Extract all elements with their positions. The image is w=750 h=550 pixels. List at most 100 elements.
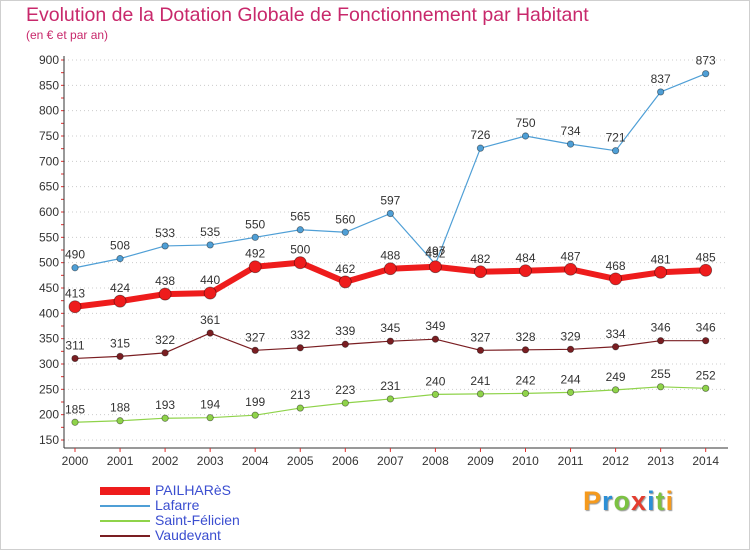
data-point-pailhares [248, 260, 262, 274]
data-label-lafarre: 565 [290, 210, 310, 224]
data-label-pailhares: 462 [335, 262, 355, 276]
data-label-saint-felicien: 255 [651, 367, 671, 381]
x-tick-label: 2003 [197, 454, 224, 468]
proxiti-logo: Proxiti [583, 486, 674, 517]
logo-letter: i [665, 486, 675, 516]
data-point-pailhares [564, 262, 577, 276]
data-label-pailhares: 424 [110, 281, 130, 295]
data-point-saint-felicien [657, 383, 665, 391]
data-label-saint-felicien: 242 [515, 373, 535, 387]
data-label-lafarre: 873 [696, 54, 716, 68]
data-point-saint-felicien [296, 404, 304, 412]
data-point-vaudevant [702, 337, 710, 345]
data-point-vaudevant [386, 337, 394, 345]
legend-label: PAILHARèS [155, 482, 231, 498]
x-tick-label: 2004 [242, 454, 269, 468]
data-point-lafarre [657, 88, 665, 96]
data-label-pailhares: 485 [696, 250, 716, 264]
data-label-vaudevant: 311 [65, 338, 84, 352]
data-label-vaudevant: 322 [155, 333, 175, 347]
x-tick-label: 2014 [692, 454, 719, 468]
data-point-pailhares [113, 294, 127, 308]
x-tick-label: 2008 [422, 454, 449, 468]
data-label-vaudevant: 334 [606, 327, 626, 341]
data-label-vaudevant: 332 [290, 328, 310, 342]
x-tick-label: 2007 [377, 454, 404, 468]
data-point-pailhares [338, 275, 352, 289]
y-tick-label: 800 [39, 104, 59, 118]
logo-letter: t [655, 486, 666, 516]
y-tick-label: 650 [39, 180, 59, 194]
legend-swatch [100, 535, 150, 537]
chart-title: Evolution de la Dotation Globale de Fonc… [26, 4, 589, 26]
data-label-saint-felicien: 223 [335, 383, 355, 397]
x-tick-label: 2001 [107, 454, 134, 468]
data-point-pailhares [609, 272, 622, 286]
logo-letter: i [647, 486, 656, 516]
data-label-vaudevant: 328 [515, 330, 535, 344]
data-point-pailhares [428, 260, 442, 274]
legend-label: Vaudevant [155, 527, 221, 543]
x-tick-label: 2005 [287, 454, 314, 468]
data-label-pailhares: 488 [380, 249, 400, 263]
data-label-vaudevant: 327 [245, 330, 265, 344]
data-point-saint-felicien [476, 390, 485, 398]
data-label-lafarre: 597 [380, 194, 400, 208]
y-tick-label: 500 [39, 256, 59, 270]
data-point-saint-felicien [702, 384, 710, 392]
y-tick-label: 350 [39, 332, 59, 346]
data-label-lafarre: 533 [155, 226, 175, 240]
y-tick-label: 900 [39, 53, 59, 67]
data-label-saint-felicien: 244 [561, 372, 581, 386]
data-point-pailhares [203, 286, 217, 300]
data-label-lafarre: 726 [470, 128, 490, 142]
data-point-lafarre [386, 209, 394, 218]
x-tick-label: 2009 [467, 454, 494, 468]
data-point-pailhares [158, 287, 172, 301]
data-label-saint-felicien: 193 [155, 398, 175, 412]
data-point-vaudevant [251, 346, 259, 354]
data-point-lafarre [702, 70, 710, 78]
data-point-pailhares [68, 300, 82, 314]
data-label-saint-felicien: 213 [290, 388, 310, 402]
data-point-pailhares [699, 263, 713, 277]
data-point-saint-felicien [206, 414, 214, 422]
data-label-vaudevant: 327 [470, 330, 490, 344]
data-label-pailhares: 481 [651, 252, 671, 266]
y-tick-label: 700 [39, 154, 59, 168]
data-point-lafarre [251, 233, 259, 241]
y-tick-label: 850 [39, 78, 59, 92]
data-label-saint-felicien: 241 [470, 374, 490, 388]
data-label-vaudevant: 361 [200, 313, 220, 327]
data-label-vaudevant: 329 [561, 329, 581, 343]
data-label-lafarre: 550 [245, 217, 265, 231]
x-tick-label: 2000 [62, 454, 89, 468]
data-point-vaudevant [341, 340, 349, 348]
data-point-pailhares [293, 256, 307, 270]
data-label-lafarre: 837 [651, 72, 671, 86]
x-tick-label: 2013 [647, 454, 674, 468]
data-label-saint-felicien: 185 [65, 402, 85, 416]
data-point-lafarre [71, 264, 79, 272]
data-label-vaudevant: 346 [651, 321, 671, 335]
y-tick-label: 200 [39, 408, 59, 422]
data-point-lafarre [116, 255, 124, 263]
data-label-lafarre: 508 [110, 239, 130, 253]
legend-swatch [100, 505, 150, 507]
y-tick-label: 250 [39, 382, 59, 396]
data-point-vaudevant [611, 343, 620, 351]
data-point-lafarre [566, 140, 575, 148]
data-point-saint-felicien [341, 399, 349, 407]
data-point-saint-felicien [71, 418, 79, 426]
data-label-pailhares: 492 [245, 247, 265, 261]
data-label-saint-felicien: 199 [245, 395, 265, 409]
y-tick-label: 300 [39, 357, 59, 371]
data-label-saint-felicien: 194 [200, 398, 220, 412]
data-label-saint-felicien: 240 [425, 374, 445, 388]
data-label-lafarre: 535 [200, 225, 220, 239]
data-point-pailhares [383, 262, 397, 276]
data-point-saint-felicien [116, 417, 124, 425]
data-label-saint-felicien: 249 [606, 370, 626, 384]
x-tick-label: 2011 [558, 454, 584, 468]
